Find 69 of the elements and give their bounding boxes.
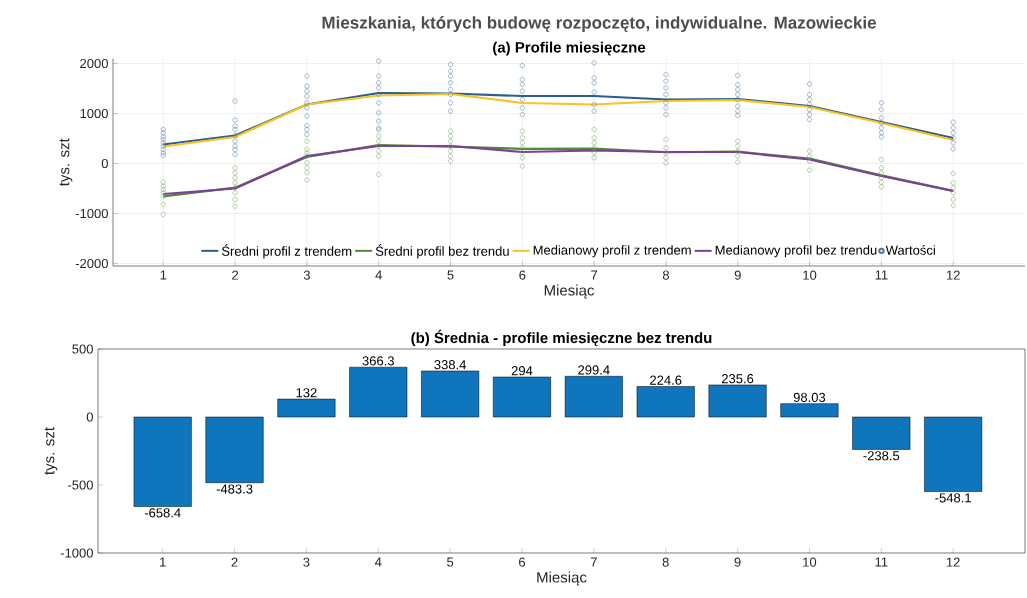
data-label: 366.3 — [362, 356, 394, 366]
x-tick-label: 9 — [734, 557, 741, 567]
bar — [133, 416, 192, 507]
y-tick-label: -2000 — [75, 258, 108, 269]
data-label: 294 — [511, 366, 533, 376]
bar — [924, 416, 983, 492]
bar — [421, 370, 480, 418]
chart-subtitle: (a) Profile miesięczne — [493, 41, 646, 56]
legend-label: Średni profil z trendem — [221, 244, 352, 259]
y-tick-label: 2000 — [80, 58, 108, 69]
data-label: 235.6 — [721, 374, 754, 384]
x-tick-label: 8 — [662, 557, 669, 567]
bar — [277, 398, 336, 418]
x-tick-label: 8 — [662, 270, 669, 280]
bar — [349, 366, 408, 418]
data-label: -548.1 — [935, 493, 971, 503]
y-tick-label: 0 — [86, 412, 93, 422]
x-tick-label: 4 — [374, 557, 382, 567]
y-axis-title: tys. szt — [59, 138, 73, 187]
data-label: 132 — [296, 388, 317, 398]
x-tick-label: 10 — [803, 557, 817, 567]
y-tick-label: 500 — [72, 344, 93, 354]
bar — [492, 376, 551, 418]
chart-title: Mieszkania, których budowę rozpoczęto, indywidualne. Mazowieckie — [322, 16, 877, 33]
y-tick-label: -500 — [68, 480, 93, 490]
x-tick-label: 6 — [519, 270, 526, 280]
data-label: 338.4 — [434, 360, 467, 370]
legend-label: Wartości — [885, 245, 935, 255]
chart-title: (b) Średnia - profile miesięczne bez trendu — [411, 329, 712, 347]
bar — [636, 386, 695, 418]
x-tick-label: 2 — [231, 557, 238, 567]
x-tick-label: 2 — [232, 270, 239, 280]
legend-label: Medianowy profil bez trendu — [715, 245, 877, 258]
x-tick-label: 3 — [303, 270, 310, 280]
x-tick-label: 5 — [447, 270, 454, 280]
x-tick-label: 9 — [734, 270, 741, 280]
data-label: 98.03 — [793, 392, 826, 402]
x-tick-label: 11 — [875, 557, 888, 567]
x-axis-title: Miesiąc — [537, 571, 587, 586]
x-axis-title: Miesiąc — [544, 284, 595, 299]
x-tick-label: 11 — [875, 270, 888, 280]
y-tick-label: 1000 — [80, 108, 108, 119]
x-tick-label: 12 — [946, 270, 960, 280]
x-tick-label: 7 — [591, 270, 598, 280]
bar — [780, 403, 839, 418]
x-tick-label: 1 — [160, 270, 167, 280]
x-tick-label: 10 — [803, 270, 817, 280]
y-tick-label: -1000 — [60, 548, 93, 558]
bar — [852, 416, 911, 450]
data-label: 299.4 — [578, 365, 610, 375]
bar — [564, 376, 623, 418]
x-tick-label: 1 — [160, 557, 166, 567]
bar — [708, 384, 767, 418]
y-tick-label: -1000 — [75, 208, 108, 219]
data-label: -238.5 — [863, 451, 900, 461]
x-tick-label: 3 — [303, 557, 310, 567]
data-label: 224.6 — [650, 375, 682, 385]
x-tick-label: 7 — [590, 557, 597, 567]
x-tick-label: 12 — [946, 557, 960, 567]
y-axis-title: tys. szt — [44, 427, 58, 475]
legend-label: Średni profil bez trendu — [375, 244, 509, 259]
bar — [205, 416, 264, 483]
legend-label: Medianowy profil z trendem — [533, 245, 691, 258]
y-tick-label: 0 — [101, 158, 108, 169]
x-tick-label: 5 — [447, 557, 454, 567]
data-label: -483.3 — [216, 484, 253, 494]
data-label: -658.4 — [144, 508, 181, 518]
x-tick-label: 4 — [375, 270, 382, 280]
x-tick-label: 6 — [519, 557, 526, 567]
